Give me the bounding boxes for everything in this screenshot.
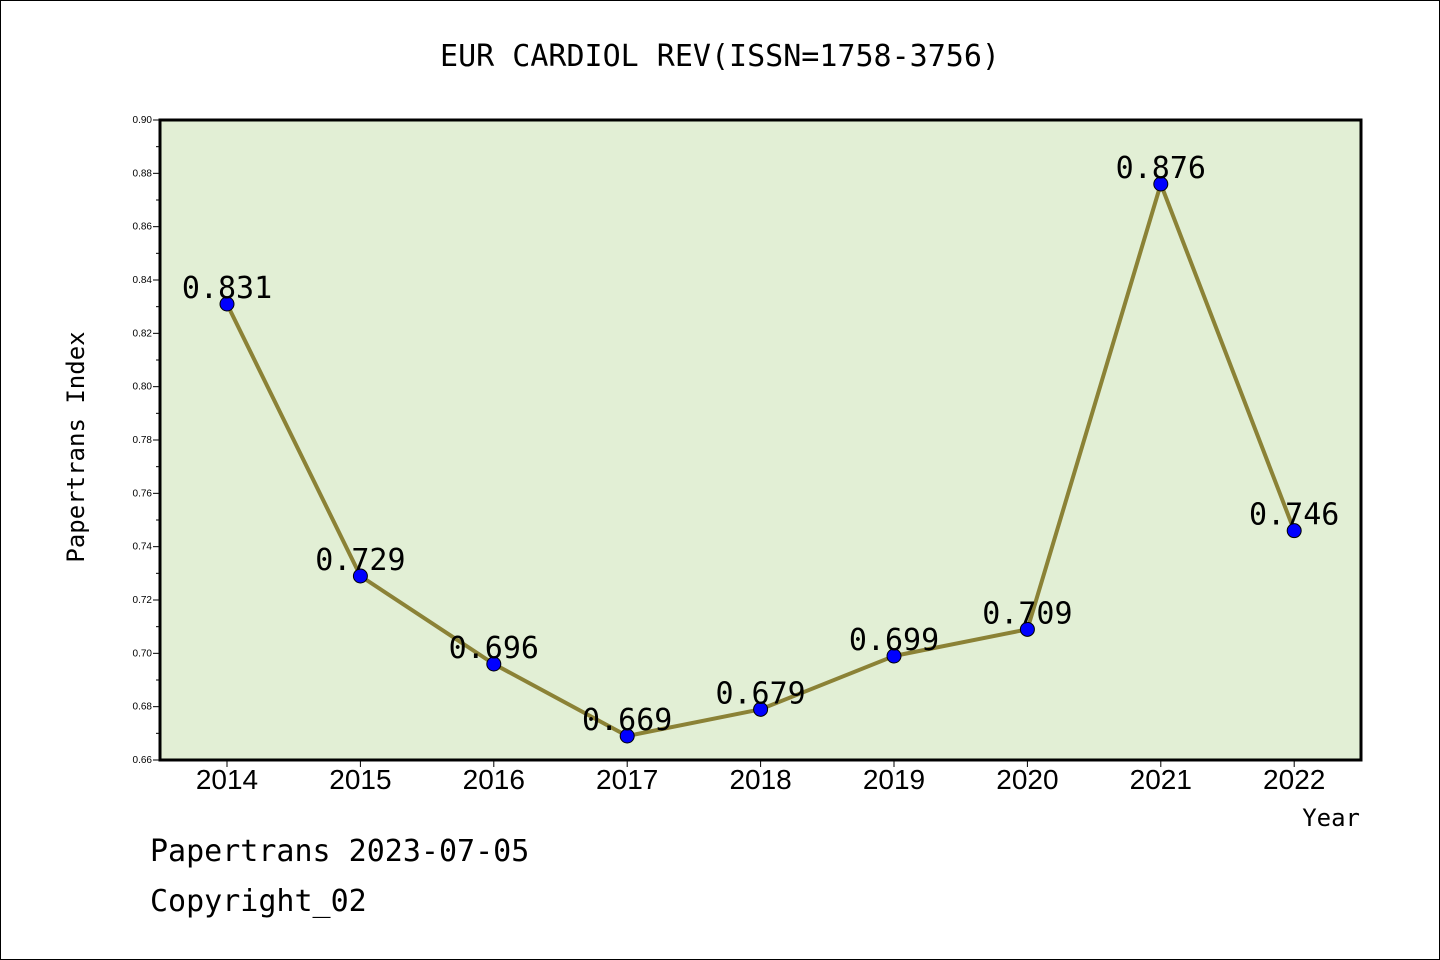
x-tick-label: 2020 bbox=[996, 764, 1058, 795]
y-tick-label: 0.74 bbox=[133, 542, 153, 553]
data-label: 0.746 bbox=[1249, 498, 1339, 533]
y-tick-label: 0.84 bbox=[133, 275, 153, 286]
x-tick-label: 2019 bbox=[863, 764, 925, 795]
plot-background bbox=[160, 120, 1361, 760]
plot-border bbox=[158, 118, 1363, 762]
x-tick-label: 2016 bbox=[463, 764, 525, 795]
y-tick-label: 0.76 bbox=[133, 488, 153, 499]
data-label: 0.679 bbox=[715, 676, 805, 711]
data-point bbox=[619, 728, 635, 744]
data-point bbox=[486, 656, 502, 672]
y-tick-label: 0.86 bbox=[133, 222, 153, 233]
data-label: 0.729 bbox=[315, 543, 405, 578]
data-point bbox=[219, 296, 235, 312]
data-point bbox=[352, 568, 368, 584]
data-label: 0.669 bbox=[582, 703, 672, 738]
y-tick-label: 0.72 bbox=[133, 595, 153, 606]
data-label: 0.696 bbox=[449, 631, 539, 666]
footer-date-line: Papertrans 2023-07-05 bbox=[150, 834, 530, 869]
x-tick-label: 2014 bbox=[196, 764, 258, 795]
y-tick-label: 0.66 bbox=[133, 755, 153, 766]
data-label: 0.709 bbox=[982, 596, 1072, 631]
chart-title: EUR CARDIOL REV(ISSN=1758-3756) bbox=[440, 39, 1000, 74]
y-axis-title: Papertrans Index bbox=[62, 331, 90, 562]
x-axis-title: Year bbox=[1302, 804, 1360, 832]
data-label: 0.876 bbox=[1116, 151, 1206, 186]
footer-copyright-line: Copyright_02 bbox=[150, 884, 367, 919]
y-tick-label: 0.88 bbox=[133, 168, 153, 179]
y-tick-label: 0.82 bbox=[133, 328, 153, 339]
data-point bbox=[886, 648, 902, 664]
x-tick-label: 2022 bbox=[1263, 764, 1325, 795]
x-tick-label: 2018 bbox=[729, 764, 791, 795]
data-point bbox=[1153, 176, 1169, 192]
data-point bbox=[1286, 523, 1302, 539]
plot-area: 0.66 0.68 0.70 0.72 0.74 0.76 0.78 0.80 0.82 0.84… bbox=[133, 115, 1363, 795]
x-tick-label: 2015 bbox=[329, 764, 391, 795]
y-tick-label: 0.70 bbox=[133, 648, 153, 659]
y-tick-label: 0.90 bbox=[133, 115, 153, 126]
data-point bbox=[1019, 621, 1035, 637]
y-tick-label: 0.68 bbox=[133, 702, 153, 713]
y-tick-label: 0.78 bbox=[133, 435, 153, 446]
data-label: 0.831 bbox=[182, 271, 272, 306]
x-tick-label: 2021 bbox=[1130, 764, 1192, 795]
y-tick-label: 0.80 bbox=[133, 382, 153, 393]
x-tick-label: 2017 bbox=[596, 764, 658, 795]
data-point bbox=[753, 701, 769, 717]
data-label: 0.699 bbox=[849, 623, 939, 658]
